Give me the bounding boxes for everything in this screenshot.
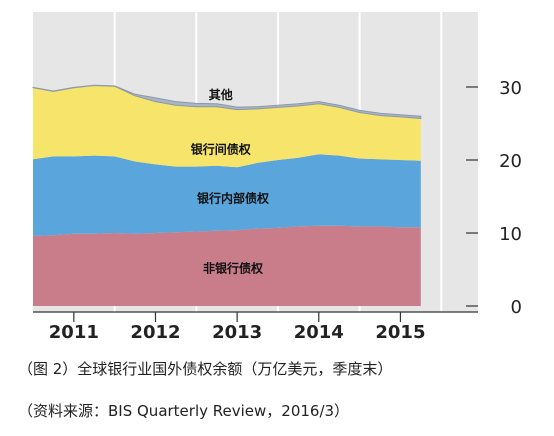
stacked-area-chart: 非银行债权 银行内部债权 银行间债权 其他 0 10 20 30 2011 2012 2013 201… [32,12,522,343]
y-tick-label-0: 0 [511,297,522,318]
series-label-3: 其他 [209,87,233,102]
series-label-0: 非银行债权 [203,260,264,275]
figure-caption: （图 2）全球银行业国外债权余额（万亿美元，季度末） [18,360,393,378]
area-series-0 [33,225,421,306]
area-series-1 [33,154,421,236]
area-series-2 [33,85,421,168]
y-tick-label-2: 20 [499,151,522,172]
series-label-1: 银行内部债权 [197,190,270,205]
x-tick-label-3: 2014 [294,322,344,343]
x-tick-label-2: 2013 [212,322,262,343]
x-tick-label-4: 2015 [375,322,425,343]
x-tick-label-1: 2012 [130,322,180,343]
x-tick-label-0: 2011 [49,322,99,343]
figure-source: （资料来源：BIS Quarterly Review，2016/3） [18,402,350,420]
y-tick-label-3: 30 [499,78,522,99]
series-label-2: 银行间债权 [191,141,252,156]
area-series-3 [32,84,422,119]
y-tick-label-1: 10 [499,224,522,245]
